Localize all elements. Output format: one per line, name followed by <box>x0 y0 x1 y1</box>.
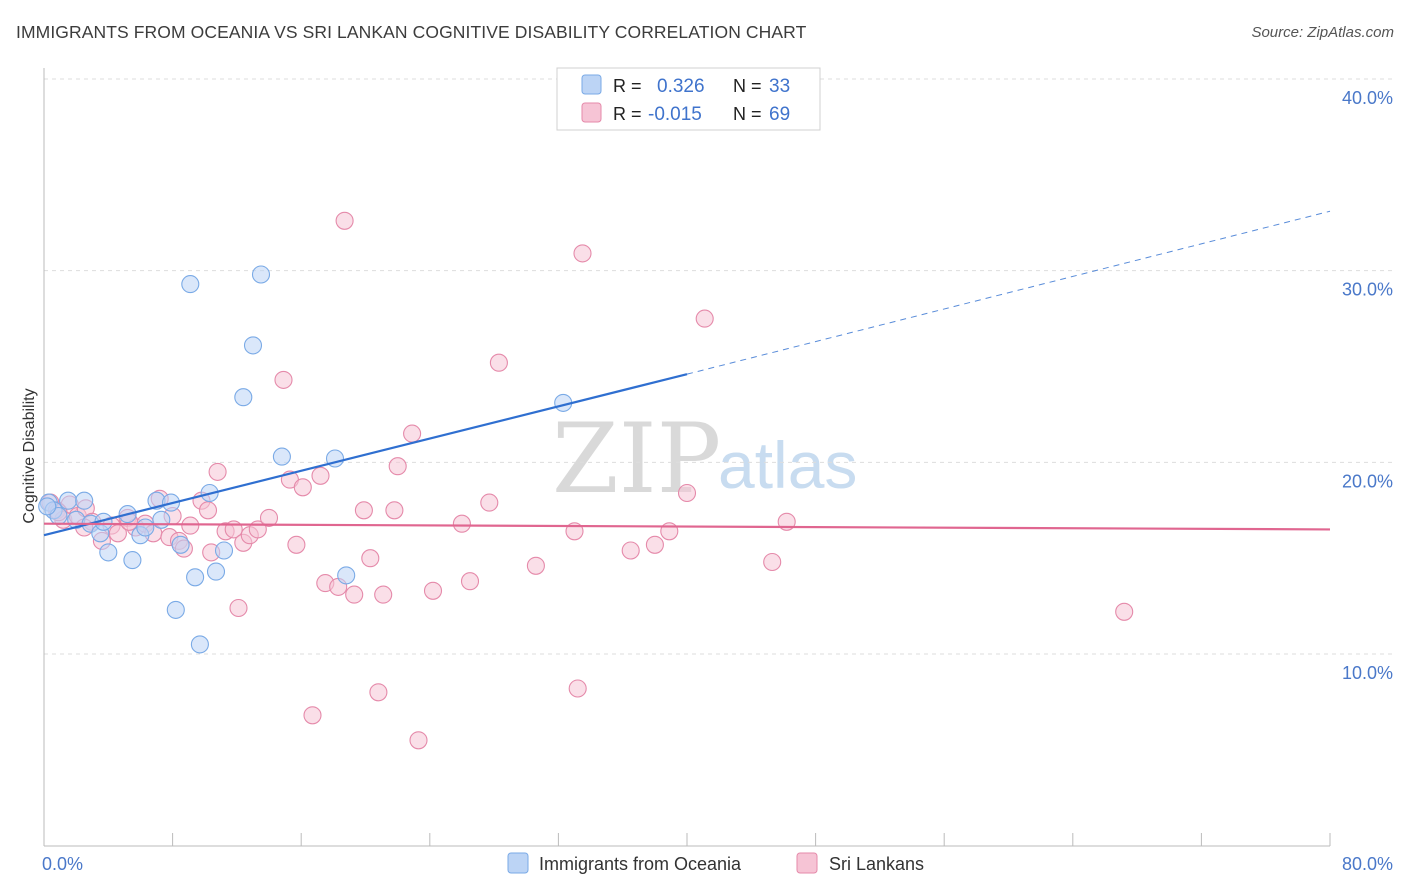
blue-point-32 <box>38 497 57 516</box>
pink-point-58 <box>621 541 640 560</box>
legend-swatch-oceania <box>507 852 529 874</box>
pink-point-31 <box>274 370 293 389</box>
source-credit: Source: ZipAtlas.com <box>1251 24 1394 41</box>
pink-point-49 <box>423 581 443 600</box>
blue-point-27 <box>251 265 271 284</box>
trend-lines <box>43 210 1331 537</box>
y-tick-label-30: 30.0% <box>1342 280 1393 300</box>
pink-point-33 <box>287 535 306 554</box>
pink-point-36 <box>311 466 330 485</box>
stats-legend-swatch-pink <box>581 102 602 123</box>
y-tick-label-10: 10.0% <box>1342 663 1393 683</box>
pink-point-50 <box>452 514 471 533</box>
oceania-points <box>38 265 573 654</box>
pink-point-54 <box>526 556 545 575</box>
stats-legend-swatch-blue <box>581 74 602 95</box>
bottom-legend: Immigrants from Oceania Sri Lankans <box>507 852 924 874</box>
pink-point-56 <box>568 679 587 698</box>
stats-n-value-pink: 69 <box>769 104 790 125</box>
blue-point-24 <box>214 541 234 560</box>
x-tick-marks <box>43 833 1331 846</box>
blue-point-13 <box>136 518 155 537</box>
pink-point-48 <box>409 731 428 750</box>
pink-point-44 <box>374 585 393 604</box>
gridlines <box>44 78 1392 655</box>
blue-point-21 <box>190 635 209 654</box>
pink-point-52 <box>480 493 499 512</box>
pink-point-51 <box>460 572 480 591</box>
stats-n-label-blue: N = <box>733 76 762 96</box>
pink-point-61 <box>677 483 697 503</box>
legend-swatch-sri-lankans <box>796 852 818 874</box>
watermark-zip: ZIP <box>552 403 721 515</box>
blue-point-17 <box>166 600 185 619</box>
stats-n-label-pink: N = <box>733 104 762 124</box>
pink-point-63 <box>763 552 782 572</box>
y-axis-label: Cognitive Disability <box>21 388 38 523</box>
blue-point-25 <box>234 388 253 407</box>
pink-point-43 <box>369 683 388 702</box>
blue-point-20 <box>186 568 205 587</box>
blue-point-5 <box>75 491 94 510</box>
y-tick-label-20: 20.0% <box>1342 471 1393 491</box>
pink-point-34 <box>293 478 312 497</box>
blue-point-28 <box>272 447 291 466</box>
blue-point-30 <box>337 566 356 585</box>
pink-point-46 <box>388 457 407 476</box>
x-tick-labels: 0.0% 80.0% <box>42 854 1393 874</box>
x-tick-label-0: 0.0% <box>42 854 83 874</box>
pink-point-21 <box>198 501 218 520</box>
chart-title: IMMIGRANTS FROM OCEANIA VS SRI LANKAN CO… <box>16 22 807 42</box>
pink-point-40 <box>345 585 364 604</box>
legend-label-sri-lankans: Sri Lankans <box>829 854 924 874</box>
trend-line-oceania-extension <box>686 210 1331 375</box>
x-tick-label-80: 80.0% <box>1342 854 1393 874</box>
blue-point-3 <box>59 491 78 510</box>
pink-point-59 <box>645 535 664 554</box>
pink-point-42 <box>361 549 380 568</box>
stats-r-value-blue: 0.326 <box>657 76 705 97</box>
y-tick-label-40: 40.0% <box>1342 88 1393 108</box>
pink-point-45 <box>385 501 404 520</box>
blue-point-19 <box>181 275 200 294</box>
stats-legend: R = 0.326 N = 33 R = -0.015 N = 69 <box>556 67 821 131</box>
pink-point-19 <box>181 516 200 535</box>
watermark-atlas: atlas <box>718 428 857 502</box>
pink-point-62 <box>695 309 714 328</box>
legend-label-oceania: Immigrants from Oceania <box>539 854 742 874</box>
pink-point-23 <box>208 462 227 481</box>
pink-point-65 <box>1115 602 1134 621</box>
blue-point-9 <box>99 543 118 562</box>
blue-point-26 <box>243 336 263 355</box>
trend-line-sri-lankans <box>43 522 1331 531</box>
blue-point-15 <box>152 510 171 529</box>
trend-line-oceania <box>43 373 688 537</box>
pink-point-41 <box>354 501 373 520</box>
stats-n-value-blue: 33 <box>769 76 790 97</box>
pink-point-30 <box>259 508 279 527</box>
pink-point-53 <box>489 353 508 372</box>
blue-point-18 <box>171 535 190 554</box>
stats-r-label-blue: R = <box>613 76 642 96</box>
stats-r-label-pink: R = <box>613 104 642 124</box>
blue-point-23 <box>206 562 226 581</box>
pink-point-35 <box>303 706 322 725</box>
pink-point-39 <box>335 211 354 230</box>
pink-point-26 <box>229 598 248 618</box>
blue-point-11 <box>123 551 142 570</box>
pink-point-47 <box>403 424 422 443</box>
y-tick-labels: 10.0% 20.0% 30.0% 40.0% <box>1342 88 1393 683</box>
pink-point-57 <box>573 244 592 263</box>
stats-r-value-pink: -0.015 <box>648 104 702 125</box>
